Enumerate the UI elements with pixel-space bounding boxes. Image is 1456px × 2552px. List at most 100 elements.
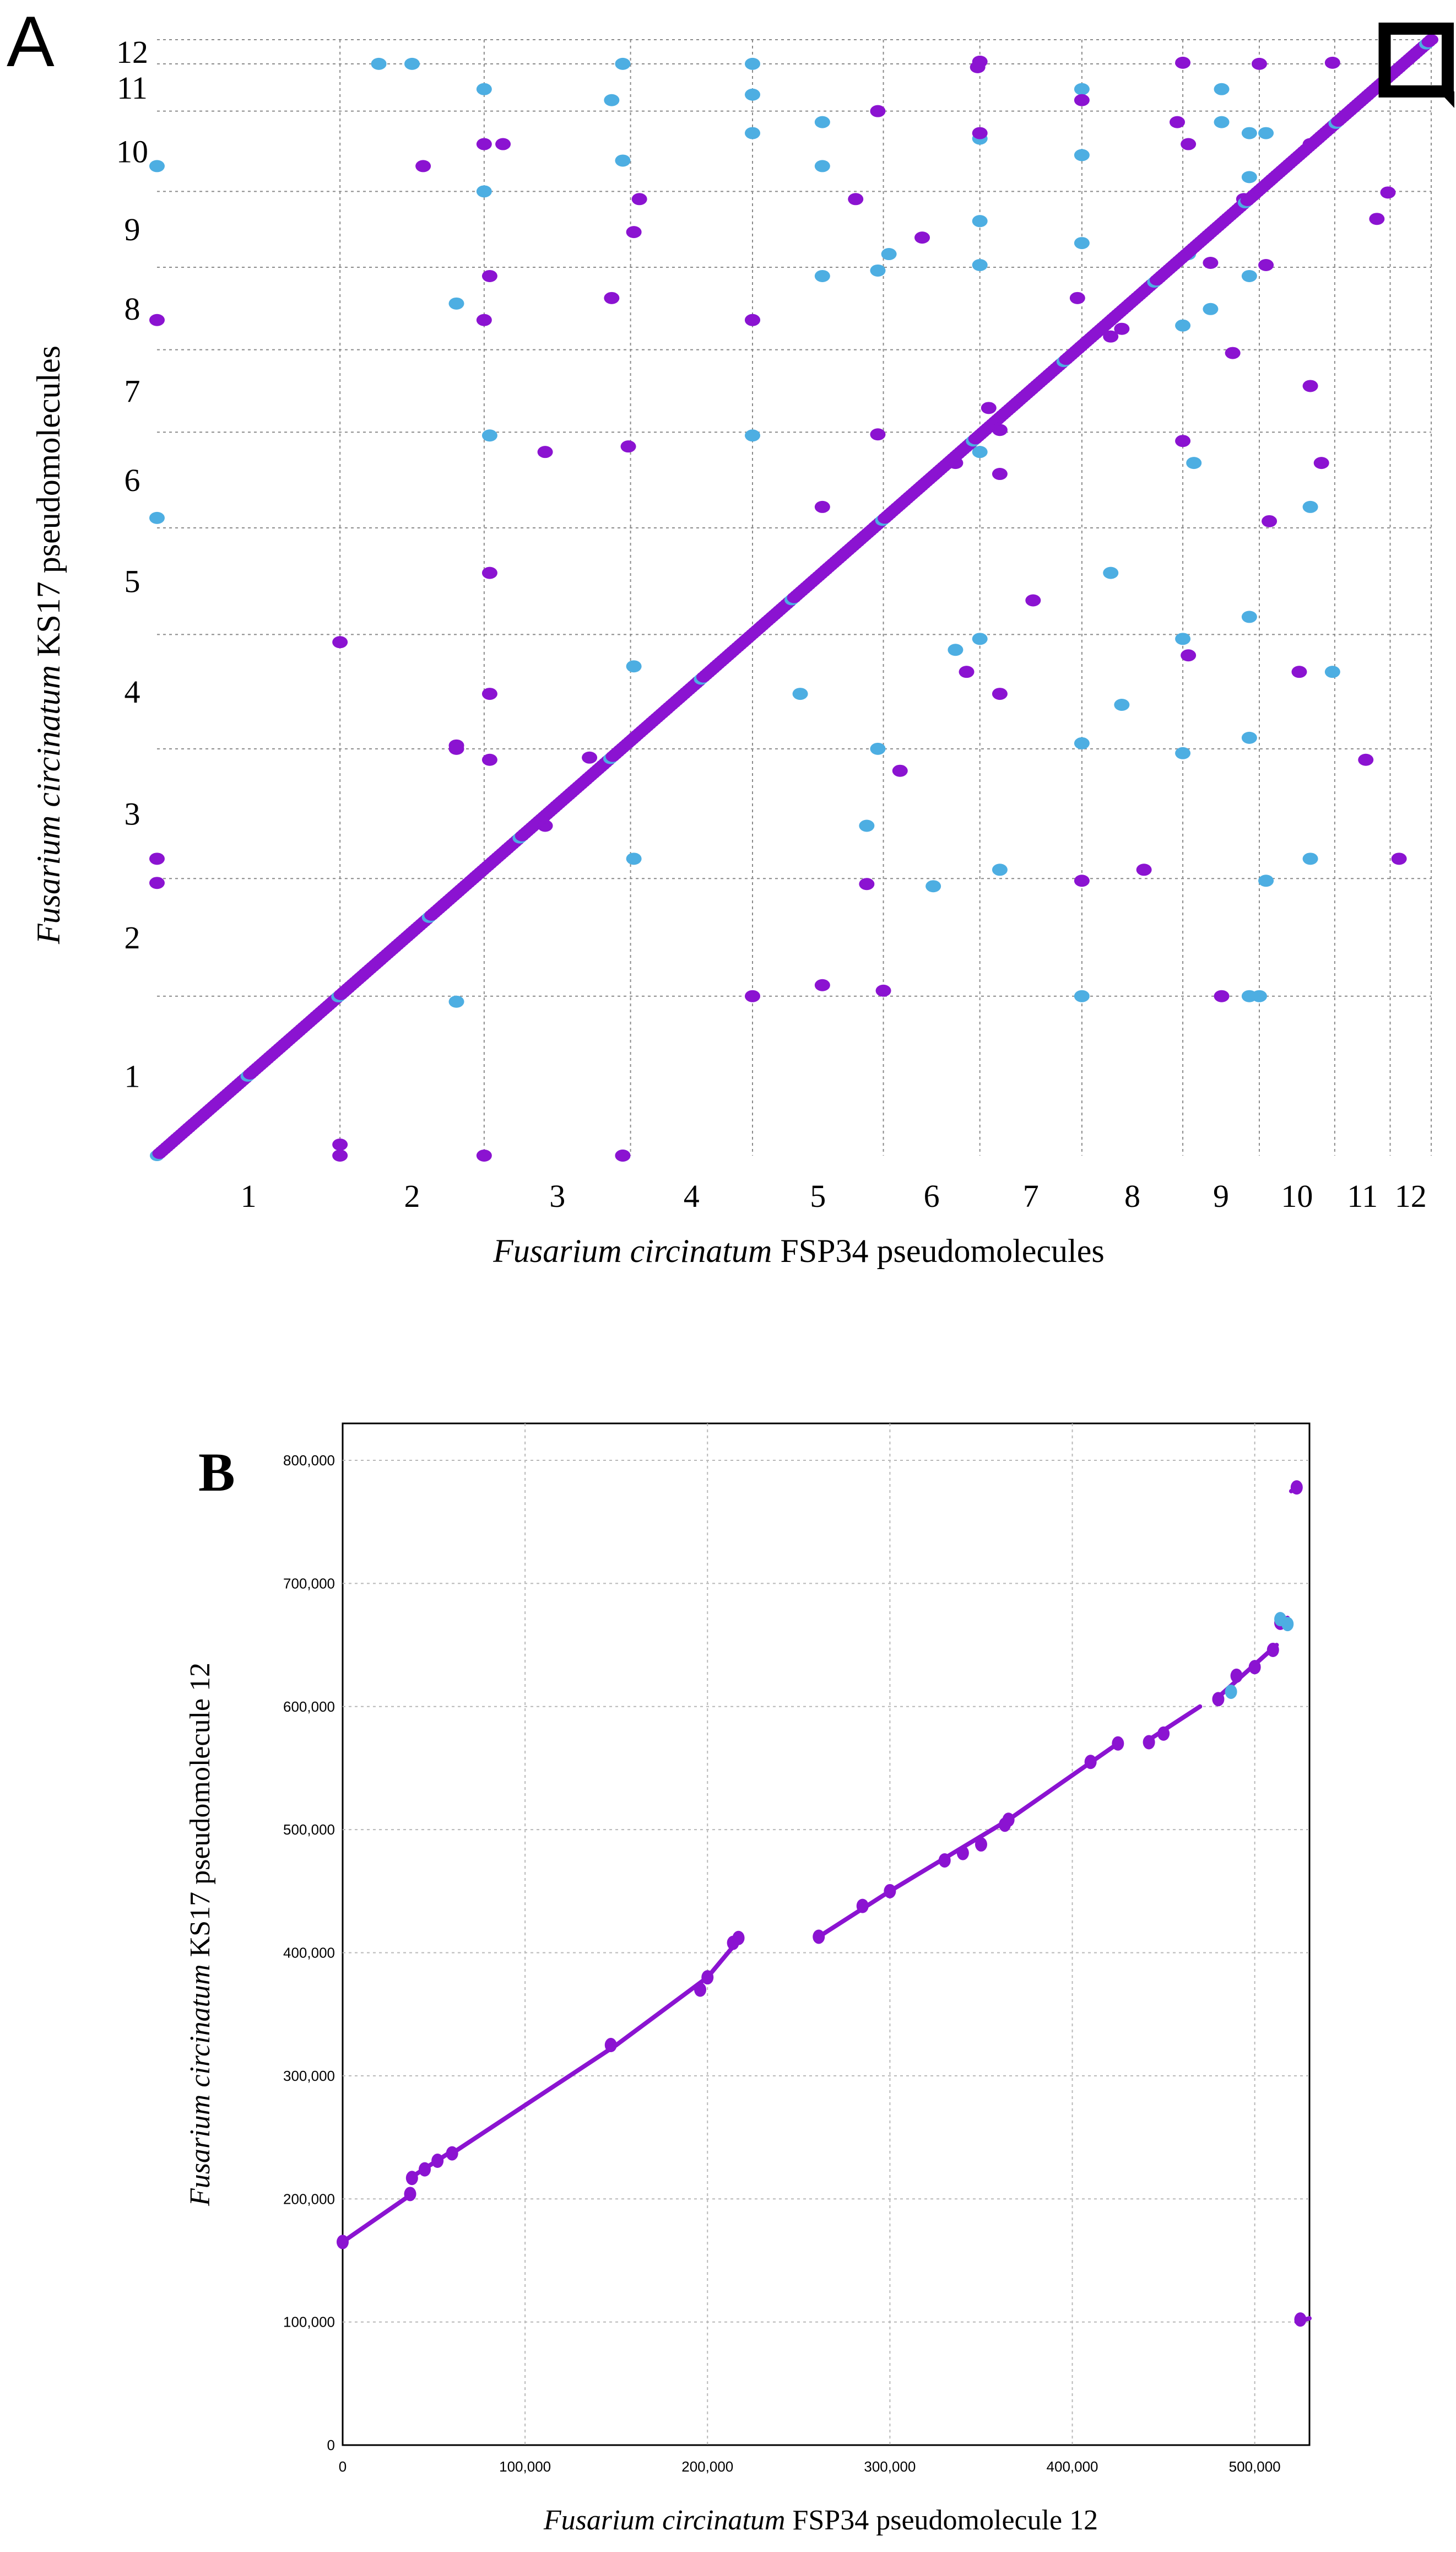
panel-a-reverse-series <box>149 57 1340 1162</box>
panel-a-reverse-point <box>1186 457 1202 470</box>
panel-a-forward-point <box>1391 853 1407 865</box>
panel-b-y-tick-label: 100,000 <box>283 2314 335 2330</box>
panel-b-y-tick-label: 800,000 <box>283 1452 335 1469</box>
panel-b-forward-segment <box>450 2043 619 2156</box>
panel-b-forward-point <box>404 2187 416 2202</box>
panel-a-reverse-point <box>371 57 387 70</box>
panel-b-forward-series <box>337 1480 1307 2327</box>
panel-a-reverse-point <box>149 511 165 524</box>
panel-a-reverse-point <box>1074 737 1090 749</box>
panel-a-zoom-highlight-box <box>1378 23 1454 98</box>
panel-a-forward-point <box>992 688 1008 700</box>
panel-b-y-tick-label: 400,000 <box>283 1945 335 1961</box>
panel-a-x-tick-label: 1 <box>241 1178 257 1214</box>
panel-a-x-tick-label: 10 <box>1281 1178 1313 1214</box>
panel-a-forward-point <box>870 105 886 117</box>
panel-b-forward-segment <box>1212 1643 1279 1703</box>
panel-a-reverse-point <box>1258 875 1274 887</box>
panel-b-forward-lines <box>340 1483 1312 2324</box>
panel-a-reverse-point <box>870 264 886 277</box>
panel-b-forward-segment <box>1143 1704 1203 1745</box>
panel-b-x-tick-labels: 0 100,000 200,000 300,000 400,000 500,000 <box>339 2458 1281 2475</box>
panel-a-reverse-point <box>1324 666 1340 678</box>
panel-a-reverse-point <box>972 633 988 645</box>
panel-a-diagonal-point <box>1424 34 1438 45</box>
panel-b-y-axis-label-rest: KS17 pseudomolecule 12 <box>185 1663 216 1964</box>
panel-b-grid <box>343 1423 1309 2445</box>
panel-a-forward-point <box>1313 457 1329 470</box>
panel-a-x-axis-label-species: Fusarium circinatum <box>492 1233 772 1269</box>
panel-a-letter: A <box>7 1 55 82</box>
panel-b-x-tick-label: 0 <box>339 2458 347 2475</box>
panel-a-reverse-point <box>1214 116 1230 128</box>
panel-a-forward-point <box>1262 515 1278 527</box>
panel-b-forward-point <box>1290 1480 1303 1495</box>
panel-b-forward-segment <box>887 1817 1011 1893</box>
panel-b-forward-point <box>813 1929 825 1944</box>
panel-a-forward-point <box>1203 257 1219 269</box>
panel-b-y-tick-label: 0 <box>327 2437 335 2453</box>
panel-a-forward-point <box>914 231 930 244</box>
panel-a-forward-point <box>1369 213 1385 225</box>
panel-a-forward-point <box>1324 56 1340 69</box>
panel-a-reverse-point <box>1074 83 1090 95</box>
panel-a-forward-point <box>582 751 598 764</box>
panel-a-x-tick-label: 8 <box>1124 1178 1140 1214</box>
panel-b-forward-point <box>856 1898 869 1913</box>
panel-a-forward-point <box>481 269 497 282</box>
panel-b-reverse-point <box>1274 1612 1287 1627</box>
panel-a-forward-point <box>1358 753 1374 766</box>
panel-a-forward-point <box>875 984 891 997</box>
panel-a-forward-point <box>1114 322 1130 335</box>
panel-a-reverse-point <box>1258 127 1274 139</box>
panel-a-forward-point <box>1181 138 1197 150</box>
panel-a-reverse-point <box>745 429 761 442</box>
panel-a-reverse-point <box>1103 566 1119 579</box>
panel-a-forward-point <box>745 990 761 1002</box>
panel-a-forward-point <box>1380 186 1396 199</box>
panel-a-reverse-point <box>476 185 492 198</box>
panel-a-forward-point <box>981 402 997 414</box>
panel-a-reverse-point <box>992 864 1008 876</box>
panel-b-x-axis-label-rest: FSP34 pseudomolecule 12 <box>785 2505 1098 2536</box>
panel-a-forward-point <box>332 1150 348 1162</box>
panel-a-reverse-point <box>1074 237 1090 250</box>
panel-b-x-tick-label: 500,000 <box>1229 2458 1281 2475</box>
panel-b-forward-point <box>419 2162 431 2177</box>
panel-a-y-tick-label: 9 <box>125 212 140 247</box>
panel-b-y-tick-label: 600,000 <box>283 1698 335 1715</box>
panel-a-forward-point <box>149 314 165 326</box>
panel-a-forward-point <box>1170 116 1186 128</box>
panel-a-y-tick-label: 7 <box>125 373 140 409</box>
panel-a-reverse-point <box>1214 83 1230 95</box>
panel-b-forward-point <box>405 2171 418 2186</box>
panel-b-plot-frame <box>342 1422 1311 2446</box>
panel-a-reverse-point <box>792 688 808 700</box>
panel-a-reverse-point <box>1074 149 1090 161</box>
panel-a-x-tick-label: 12 <box>1395 1178 1427 1214</box>
panel-a-reverse-point <box>1302 853 1318 865</box>
panel-a-reverse-point <box>814 160 830 172</box>
panel-a-reverse-point <box>859 819 875 832</box>
panel-b-forward-segment <box>1006 1741 1121 1822</box>
panel-a-reverse-point <box>1241 731 1257 744</box>
panel-a-forward-point <box>476 314 492 326</box>
panel-b-forward-point <box>431 2154 444 2168</box>
panel-b-forward-point <box>694 1982 707 1997</box>
panel-a-reverse-point <box>1241 611 1257 623</box>
panel-b-y-tick-label: 300,000 <box>283 2068 335 2084</box>
panel-a-forward-point <box>959 666 975 678</box>
panel-b-y-axis-label: Fusarium circinatum KS17 pseudomolecule … <box>185 1663 216 2206</box>
panel-a-reverse-point <box>615 154 631 167</box>
panel-a-forward-point <box>1175 56 1191 69</box>
panel-a-reverse-point <box>745 127 761 139</box>
panel-a-grid <box>157 39 1432 1156</box>
panel-a-forward-point <box>992 468 1008 481</box>
panel-b-forward-point <box>1294 2312 1307 2327</box>
panel-a-forward-point <box>495 138 511 150</box>
panel-a-y-tick-label: 5 <box>125 564 140 600</box>
panel-a-x-tick-label: 4 <box>684 1178 700 1214</box>
panel-a-forward-point <box>1074 94 1090 106</box>
